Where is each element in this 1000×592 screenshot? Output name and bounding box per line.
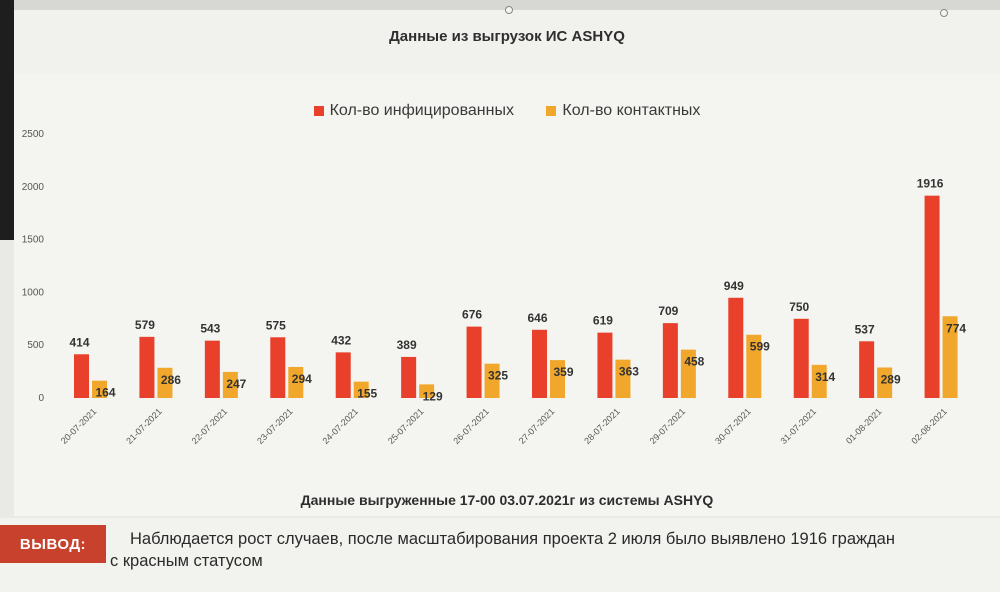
data-label-contacts: 286 — [161, 373, 181, 387]
left-edge — [0, 0, 14, 240]
y-tick-label: 2000 — [22, 182, 45, 193]
data-label-infected: 579 — [135, 318, 155, 332]
data-label-contacts: 314 — [815, 370, 835, 384]
legend-label-infected: Кол-во инфицированных — [329, 102, 514, 119]
data-label-infected: 432 — [331, 333, 351, 347]
x-tick-label: 24-07-2021 — [320, 406, 360, 446]
y-tick-label: 500 — [27, 340, 44, 351]
data-label-contacts: 294 — [292, 372, 312, 386]
data-label-infected: 414 — [69, 335, 89, 349]
legend-swatch-contacts — [546, 106, 557, 116]
bar-contacts — [353, 381, 369, 398]
data-label-infected: 575 — [266, 318, 286, 332]
legend: Кол-во инфицированных Кол-во контактных — [14, 102, 1000, 121]
data-label-infected: 709 — [658, 304, 678, 318]
bar-contacts — [811, 364, 827, 398]
legend-item-contacts: Кол-во контактных — [546, 102, 700, 120]
bar-infected — [139, 336, 155, 398]
legend-label-contacts: Кол-во контактных — [562, 102, 701, 119]
y-tick-label: 0 — [38, 393, 44, 404]
x-tick-label: 25-07-2021 — [386, 406, 426, 446]
data-label-contacts: 289 — [881, 372, 901, 386]
bar-infected — [793, 318, 809, 398]
data-label-contacts: 363 — [619, 365, 639, 379]
data-label-infected: 543 — [200, 322, 220, 336]
x-tick-label: 30-07-2021 — [713, 406, 753, 446]
bar-infected — [74, 354, 89, 398]
bar-contacts — [419, 384, 435, 398]
data-label-contacts: 359 — [553, 365, 573, 379]
data-label-contacts: 325 — [488, 369, 508, 383]
y-tick-label: 1500 — [22, 235, 45, 246]
data-label-infected: 750 — [789, 300, 809, 314]
x-tick-label: 23-07-2021 — [255, 406, 295, 446]
x-tick-label: 31-07-2021 — [778, 406, 818, 446]
y-tick-label: 1000 — [22, 287, 45, 298]
bar-contacts — [746, 334, 762, 398]
x-tick-label: 01-08-2021 — [844, 406, 884, 446]
x-tick-label: 29-07-2021 — [648, 406, 688, 446]
conclusion-text: Наблюдается рост случаев, после масштаби… — [110, 528, 1000, 572]
data-label-infected: 537 — [855, 322, 875, 336]
chart-panel: Данные из выгрузок ИС ASHYQ Кол-во инфиц… — [14, 6, 1000, 516]
bar-infected — [270, 337, 286, 398]
data-label-infected: 646 — [527, 311, 547, 325]
x-tick-label: 27-07-2021 — [517, 406, 557, 446]
bar-chart: 0 500 1000 1500 2000 2500 414 164 20-07-2021 579 2… — [22, 129, 967, 446]
bar-contacts — [157, 367, 173, 398]
bar-contacts — [222, 371, 238, 398]
data-label-contacts: 164 — [95, 386, 115, 400]
x-tick-label: 28-07-2021 — [582, 406, 622, 446]
x-tick-label: 02-08-2021 — [909, 406, 949, 446]
selection-handle-top[interactable] — [505, 6, 513, 14]
legend-item-infected: Кол-во инфицированных — [313, 102, 514, 120]
data-label-contacts: 247 — [226, 377, 246, 391]
bar-infected — [401, 356, 417, 398]
bar-contacts — [942, 316, 958, 398]
data-label-infected: 1916 — [917, 177, 944, 191]
y-tick-label: 2500 — [22, 129, 45, 140]
data-label-infected: 619 — [593, 314, 613, 328]
data-label-infected: 676 — [462, 308, 482, 322]
bar-infected — [728, 297, 744, 398]
header-band — [14, 10, 1000, 74]
bar-infected — [204, 340, 220, 398]
bar-infected — [532, 329, 547, 398]
bar-infected — [859, 341, 875, 398]
x-tick-label: 22-07-2021 — [190, 406, 230, 446]
bar-infected — [924, 195, 940, 398]
data-label-contacts: 458 — [684, 355, 704, 369]
x-tick-label: 26-07-2021 — [451, 406, 491, 446]
bar-infected — [466, 326, 482, 398]
x-tick-label: 21-07-2021 — [124, 406, 164, 446]
conclusion-line-1: Наблюдается рост случаев, после масштаби… — [130, 530, 895, 548]
data-label-contacts: 155 — [357, 387, 377, 401]
bar-contacts — [550, 360, 565, 398]
bar-contacts — [288, 366, 304, 398]
bar-infected — [335, 352, 351, 398]
conclusion-label: ВЫВОД: — [0, 525, 106, 563]
bar-contacts — [92, 380, 107, 398]
bar-contacts — [484, 363, 500, 398]
conclusion-bar: ВЫВОД: Наблюдается рост случаев, после м… — [0, 518, 1000, 592]
bar-contacts — [680, 349, 696, 398]
legend-swatch-infected — [313, 106, 324, 116]
bar-contacts — [877, 367, 893, 398]
data-label-contacts: 129 — [423, 389, 443, 403]
selection-handle-top-right[interactable] — [940, 9, 948, 17]
bar-infected — [662, 323, 678, 398]
data-label-infected: 389 — [397, 338, 417, 352]
footer-note: Данные выгруженные 17-00 03.07.2021г из … — [300, 492, 714, 508]
bar-infected — [597, 332, 613, 398]
data-label-contacts: 774 — [946, 321, 966, 335]
chart-title: Данные из выгрузок ИС ASHYQ — [389, 28, 625, 45]
bar-contacts — [615, 359, 631, 398]
data-label-contacts: 599 — [750, 340, 770, 354]
data-label-infected: 949 — [724, 279, 744, 293]
conclusion-line-2: с красным статусом — [110, 552, 263, 570]
x-tick-label: 20-07-2021 — [59, 406, 99, 446]
